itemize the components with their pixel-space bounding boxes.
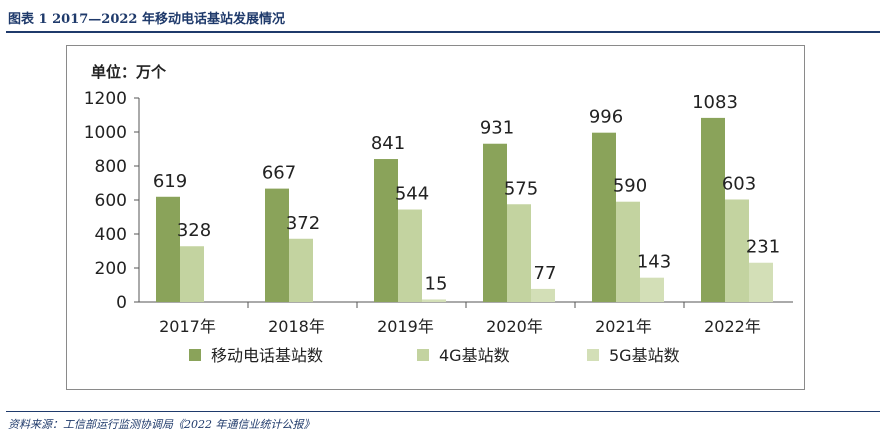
bar-mobile-stations bbox=[701, 117, 725, 302]
legend-label: 5G基站数 bbox=[609, 346, 680, 365]
x-tick-label: 2018年 bbox=[268, 317, 325, 336]
data-label: 575 bbox=[504, 178, 538, 199]
data-label: 841 bbox=[371, 133, 405, 154]
data-label: 372 bbox=[286, 213, 320, 234]
bar-5g-stations bbox=[640, 277, 664, 302]
data-label: 996 bbox=[589, 107, 623, 128]
data-label: 931 bbox=[480, 118, 514, 139]
data-label: 544 bbox=[395, 184, 429, 205]
data-label: 619 bbox=[153, 171, 187, 192]
x-tick-label: 2019年 bbox=[377, 317, 434, 336]
data-label: 77 bbox=[534, 263, 557, 284]
x-tick-label: 2020年 bbox=[486, 317, 543, 336]
y-tick-label: 600 bbox=[95, 191, 127, 211]
y-tick-label: 1000 bbox=[84, 123, 127, 143]
y-tick-label: 0 bbox=[116, 293, 127, 313]
bar-mobile-stations bbox=[592, 132, 616, 302]
unit-label: 单位：万个 bbox=[91, 63, 167, 81]
y-tick-label: 400 bbox=[95, 225, 127, 245]
bar-5g-stations bbox=[531, 288, 555, 302]
data-label: 328 bbox=[177, 220, 211, 241]
data-label: 1083 bbox=[692, 92, 738, 113]
bar-4g-stations bbox=[180, 246, 204, 302]
data-label: 15 bbox=[425, 273, 448, 294]
legend-swatch bbox=[417, 349, 429, 361]
y-tick-label: 800 bbox=[95, 157, 127, 177]
source-note: 资料来源：工信部运行监测协调局《2022 年通信业统计公报》 bbox=[8, 418, 315, 431]
y-tick-label: 1200 bbox=[84, 89, 127, 109]
x-tick-label: 2022年 bbox=[704, 317, 761, 336]
legend-label: 4G基站数 bbox=[439, 346, 510, 365]
data-label: 603 bbox=[722, 173, 756, 194]
bar-chart: 单位：万个 0 200 400 600 800 1000 1200 2017年 2018年 201… bbox=[84, 63, 793, 365]
bar-5g-stations bbox=[749, 262, 773, 302]
bar-4g-stations bbox=[725, 199, 749, 302]
data-label: 667 bbox=[262, 163, 296, 184]
bar-mobile-stations bbox=[483, 143, 507, 302]
bar-4g-stations bbox=[289, 238, 313, 302]
footer-rule bbox=[6, 411, 880, 412]
legend-swatch bbox=[189, 349, 201, 361]
y-tick-label: 200 bbox=[95, 259, 127, 279]
bar-4g-stations bbox=[616, 201, 640, 302]
bar-mobile-stations bbox=[374, 159, 398, 302]
bar-5g-stations bbox=[422, 299, 446, 302]
data-label: 590 bbox=[613, 176, 647, 197]
title-rule bbox=[6, 31, 880, 33]
data-label: 143 bbox=[637, 252, 671, 273]
bar-4g-stations bbox=[507, 204, 531, 302]
data-label: 231 bbox=[746, 237, 780, 258]
bar-4g-stations bbox=[398, 209, 422, 302]
chart-frame: 单位：万个 0 200 400 600 800 1000 1200 2017年 2018年 201… bbox=[66, 45, 805, 390]
bar-mobile-stations bbox=[265, 188, 289, 302]
x-tick-label: 2021年 bbox=[595, 317, 652, 336]
bar-mobile-stations bbox=[156, 196, 180, 302]
x-tick-label: 2017年 bbox=[159, 317, 216, 336]
legend-label: 移动电话基站数 bbox=[211, 346, 323, 365]
figure-title: 图表 1 2017—2022 年移动电话基站发展情况 bbox=[8, 12, 285, 27]
legend-swatch bbox=[587, 349, 599, 361]
